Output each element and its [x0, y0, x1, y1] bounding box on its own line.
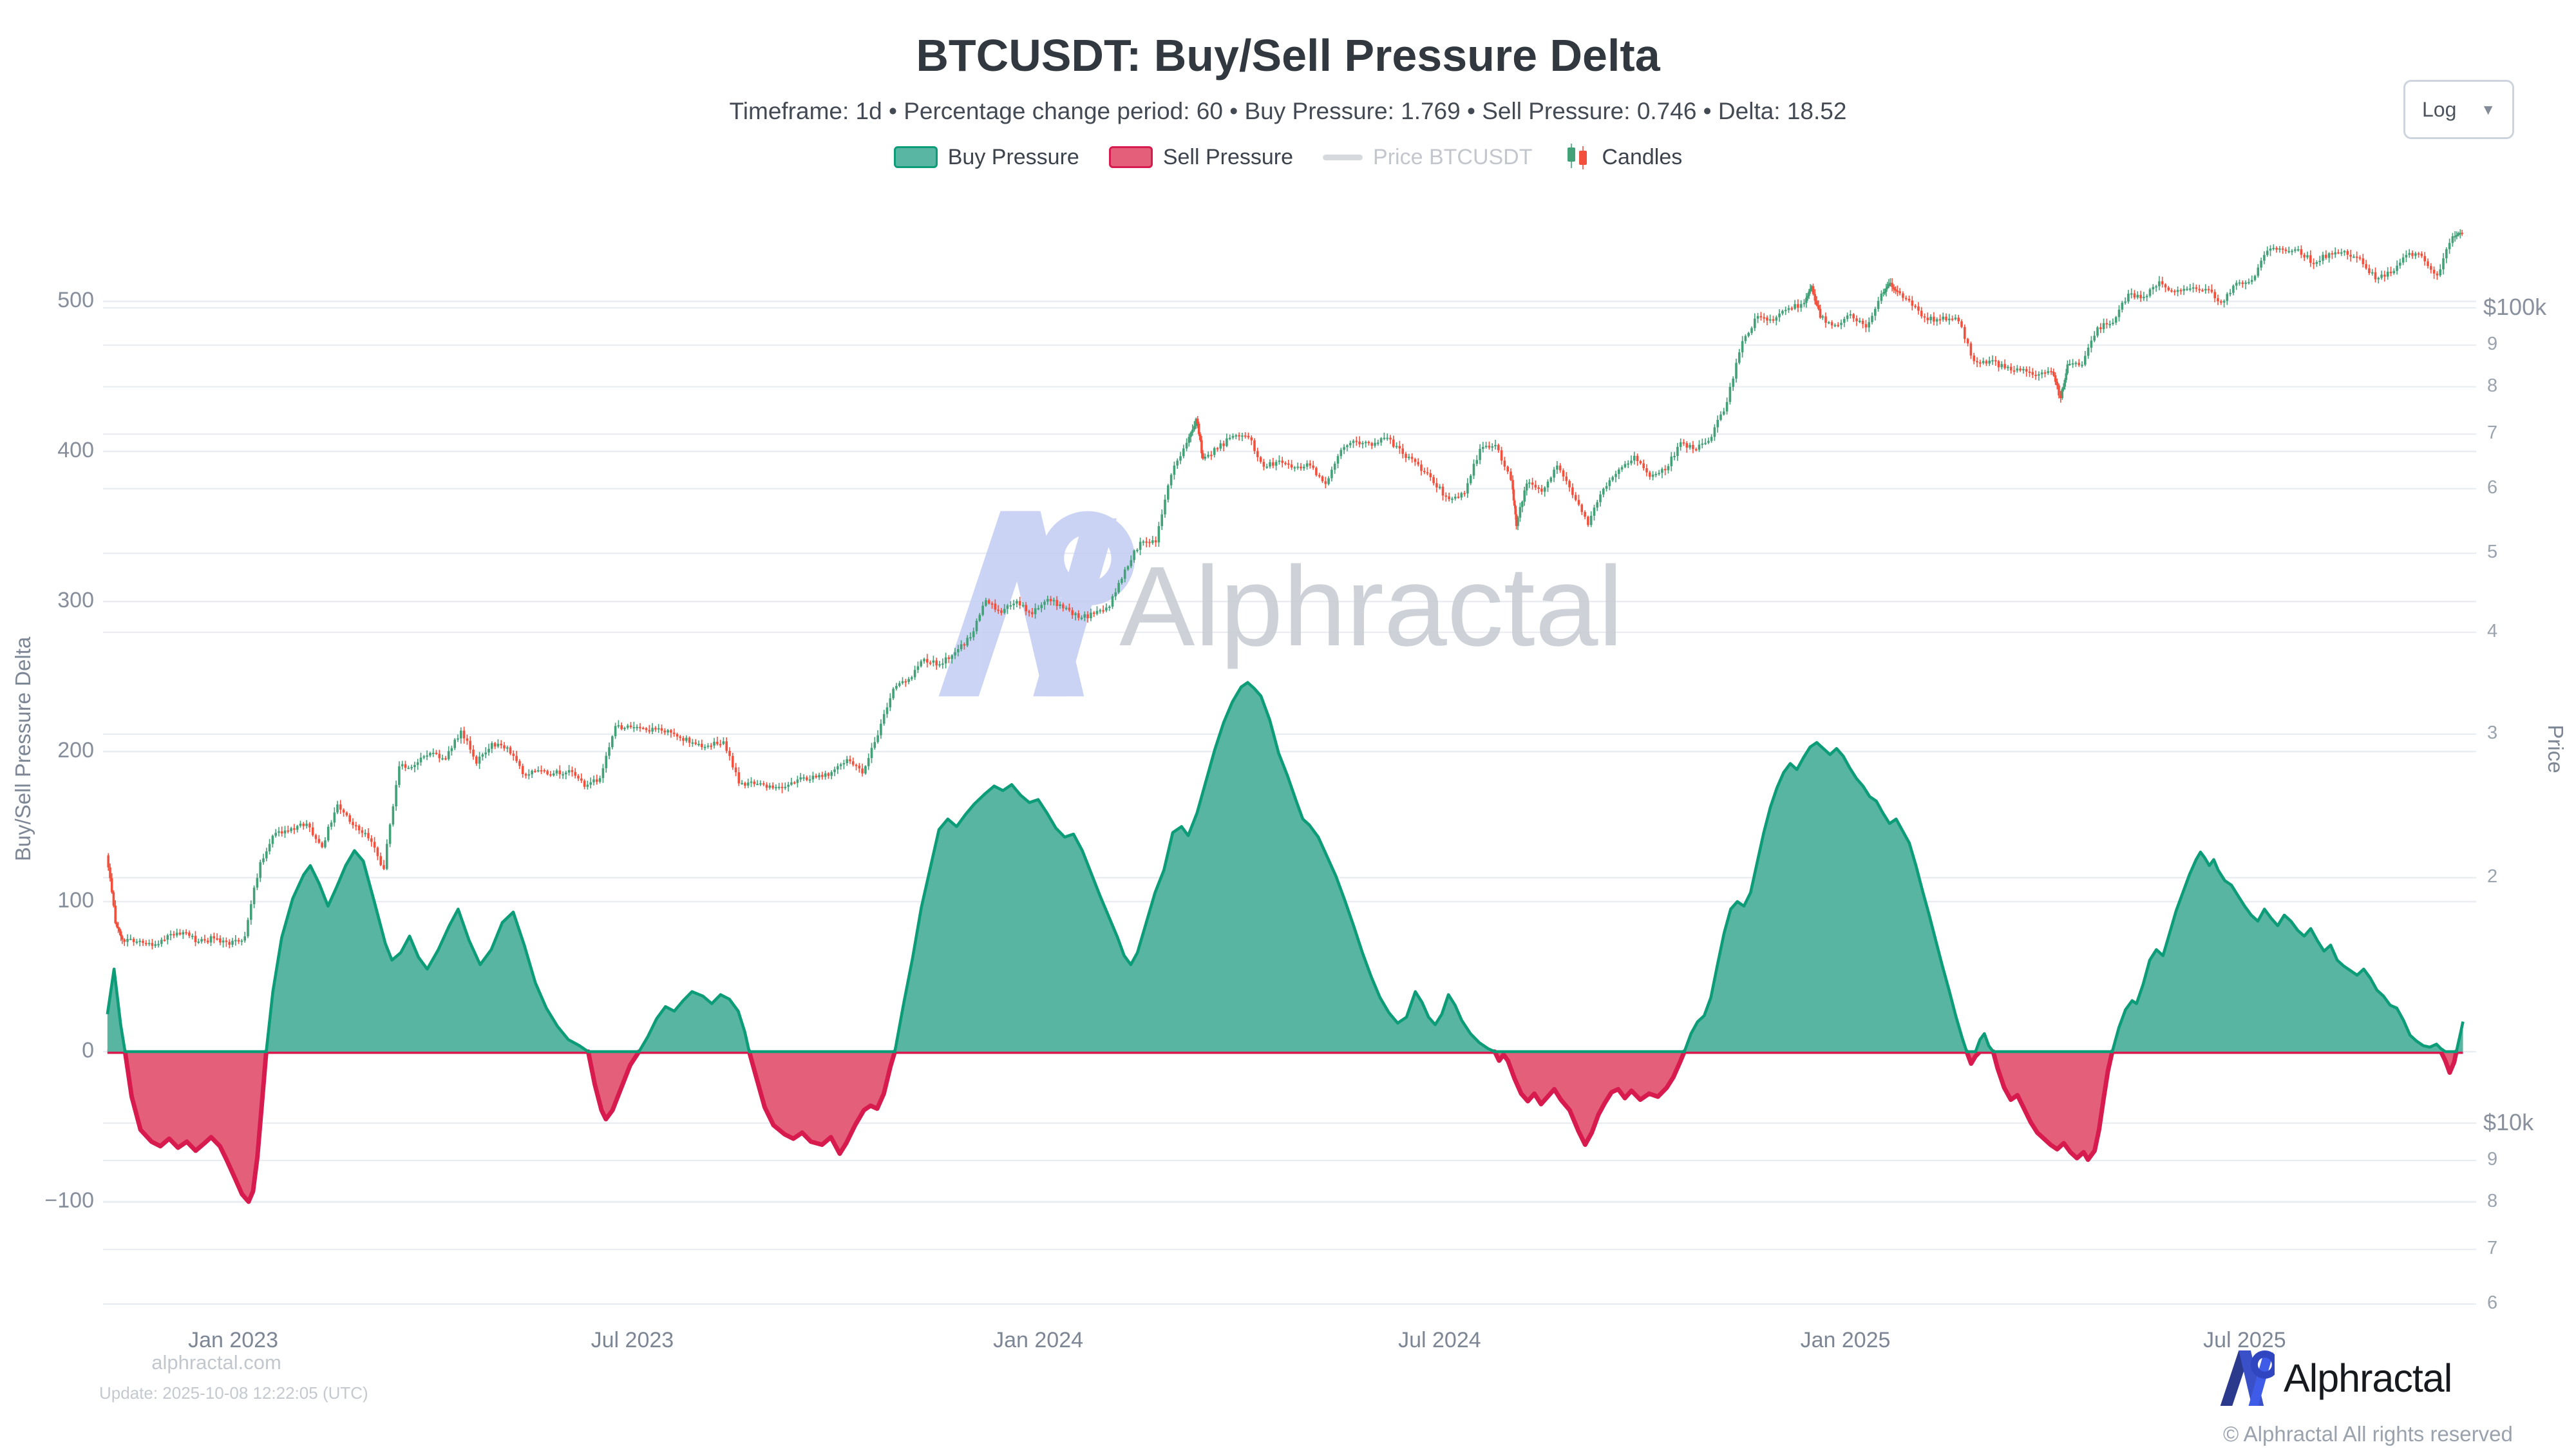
y-tick-right: $10k — [2483, 1109, 2534, 1135]
legend: Buy Pressure Sell Pressure Price BTCUSDT… — [0, 139, 2576, 175]
line-swatch-icon — [1323, 154, 1363, 160]
area-swatch-icon — [893, 146, 938, 168]
candles-icon — [1562, 141, 1592, 174]
y-tick-right-minor: 9 — [2487, 333, 2498, 354]
legend-item-label: Price BTCUSDT — [1373, 144, 1533, 169]
y-tick-left: −100 — [44, 1188, 94, 1213]
y-tick-right-minor: 2 — [2487, 866, 2498, 887]
y-tick-right-minor: 9 — [2487, 1148, 2498, 1170]
y-tick-right-minor: 4 — [2487, 620, 2498, 641]
alphractal-logo-icon — [2220, 1350, 2275, 1406]
y-tick-right-minor: 7 — [2487, 1238, 2498, 1259]
y-tick-left: 200 — [57, 738, 94, 762]
y-tick-right-minor: 3 — [2487, 722, 2498, 743]
brand-logo: Alphractal — [2219, 1349, 2452, 1408]
scale-dropdown[interactable]: Log ▼ — [2403, 80, 2514, 139]
legend-item-sell-pressure[interactable]: Sell Pressure — [1108, 144, 1294, 170]
y-tick-right-minor: 5 — [2487, 542, 2498, 563]
y-tick-right: $100k — [2483, 294, 2547, 320]
x-tick: Jul 2025 — [2203, 1328, 2286, 1352]
watermark: Alphractal — [938, 511, 1624, 697]
y-tick-left: 300 — [57, 588, 94, 612]
chart-subtitle: Timeframe: 1d • Percentage change period… — [729, 98, 1847, 124]
x-tick: Jan 2025 — [1800, 1328, 1891, 1352]
page-title: BTCUSDT: Buy/Sell Pressure Delta — [916, 30, 1660, 80]
y-tick-left: 0 — [82, 1038, 94, 1063]
copyright-notice: © Alphractal All rights reserved — [2223, 1422, 2513, 1446]
legend-item-label: Candles — [1602, 144, 1683, 169]
watermark-text: Alphractal — [1119, 544, 1624, 670]
y-tick-right-minor: 6 — [2487, 477, 2498, 498]
watermark-site-label: alphractal.com — [151, 1351, 281, 1374]
x-tick: Jan 2023 — [188, 1328, 278, 1352]
scale-dropdown-value: Log — [2422, 97, 2457, 121]
legend-item-candles[interactable]: Candles — [1562, 141, 1683, 174]
brand-name: Alphractal — [2284, 1356, 2452, 1400]
y-tick-right-minor: 7 — [2487, 422, 2498, 444]
x-tick: Jul 2024 — [1398, 1328, 1481, 1352]
y-tick-left: 400 — [57, 438, 94, 462]
chevron-down-icon: ▼ — [2481, 100, 2496, 118]
y-tick-right-minor: 8 — [2487, 375, 2498, 396]
update-timestamp: Update: 2025-10-08 12:22:05 (UTC) — [99, 1383, 368, 1403]
x-tick: Jan 2024 — [993, 1328, 1084, 1352]
y-tick-left: 100 — [57, 888, 94, 913]
sell-pressure-series — [107, 1049, 2463, 1204]
y-tick-right-minor: 6 — [2487, 1292, 2498, 1313]
legend-item-price-btcusdt[interactable]: Price BTCUSDT — [1323, 144, 1533, 170]
legend-item-label: Sell Pressure — [1162, 144, 1294, 169]
y-tick-left: 500 — [57, 288, 94, 312]
right-axis-title: Price — [2544, 724, 2568, 773]
buy-pressure-series — [106, 681, 2465, 1054]
area-swatch-icon — [1108, 146, 1153, 168]
y-tick-right-minor: 8 — [2487, 1190, 2498, 1211]
legend-item-label: Buy Pressure — [947, 144, 1079, 169]
legend-item-buy-pressure[interactable]: Buy Pressure — [893, 144, 1079, 170]
x-tick: Jul 2023 — [591, 1328, 674, 1352]
